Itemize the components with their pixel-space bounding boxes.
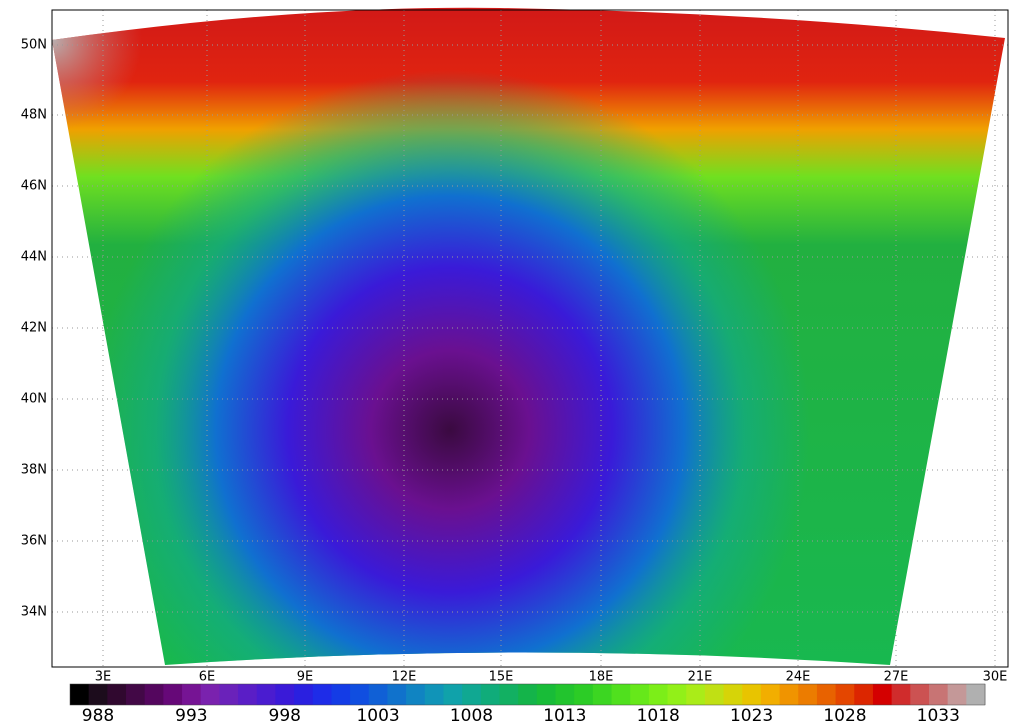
colorbar-swatch	[518, 684, 538, 705]
lon-label: 9E	[297, 670, 314, 685]
lon-label: 24E	[786, 670, 811, 685]
colorbar-swatch	[406, 684, 426, 705]
lat-label: 46N	[21, 179, 47, 194]
colorbar-swatch	[704, 684, 725, 705]
colorbar-swatch	[163, 684, 183, 705]
colorbar-frame	[69, 683, 986, 706]
colorbar-swatch	[686, 684, 706, 705]
colorbar-swatch	[536, 684, 557, 705]
colorbar-swatch	[648, 684, 669, 705]
colorbar-label: 998	[269, 706, 301, 722]
colorbar-label: 1028	[823, 706, 866, 722]
lon-label: 27E	[884, 670, 909, 685]
colorbar-swatch	[947, 684, 967, 705]
lon-label: 6E	[199, 670, 216, 685]
colorbar-swatch	[592, 684, 613, 705]
colorbar-swatch	[350, 684, 370, 705]
colorbar-swatch	[891, 684, 911, 705]
colorbar-swatch	[555, 684, 575, 705]
lon-label: 30E	[983, 670, 1008, 685]
lon-label: 3E	[95, 670, 112, 685]
colorbar-swatch	[462, 684, 482, 705]
lat-label: 40N	[21, 392, 47, 407]
colorbar-swatch	[88, 684, 108, 705]
lat-label: 38N	[21, 463, 47, 478]
lon-label: 18E	[589, 670, 614, 685]
pressure-field	[52, 7, 1005, 665]
colorbar-swatch	[238, 684, 258, 705]
colorbar-swatch	[835, 684, 855, 705]
colorbar-swatch	[331, 684, 351, 705]
colorbar-label: 1023	[730, 706, 773, 722]
colorbar-swatch	[816, 684, 837, 705]
lat-label: 50N	[21, 38, 47, 53]
colorbar: 988 993 998 1003 1008 1013 1018 1023 1028 1033	[69, 683, 986, 722]
colorbar-swatch	[723, 684, 743, 705]
colorbar-swatch	[928, 684, 949, 705]
colorbar-swatch	[368, 684, 388, 705]
colorbar-swatch	[742, 684, 762, 705]
colorbar-swatch	[630, 684, 650, 705]
colorbar-swatch	[126, 684, 146, 705]
colorbar-swatch	[779, 684, 799, 705]
colorbar-label: 1003	[356, 706, 399, 722]
colorbar-swatch	[443, 684, 463, 705]
colorbar-swatch	[667, 684, 687, 705]
colorbar-label: 993	[175, 706, 207, 722]
lon-label: 12E	[392, 670, 417, 685]
colorbar-swatch	[107, 684, 127, 705]
colorbar-swatch	[872, 684, 893, 705]
colorbar-swatch	[611, 684, 631, 705]
colorbar-swatch	[966, 684, 986, 705]
colorbar-swatch	[854, 684, 874, 705]
colorbar-swatch	[200, 684, 220, 705]
lon-label: 21E	[688, 670, 713, 685]
colorbar-swatch	[424, 684, 444, 705]
colorbar-swatch	[144, 684, 164, 705]
colorbar-label: 1018	[637, 706, 680, 722]
colorbar-swatch	[312, 684, 332, 705]
colorbar-swatch	[70, 684, 90, 705]
colorbar-swatch	[182, 684, 202, 705]
lon-label: 15E	[489, 670, 514, 685]
colorbar-label: 1008	[450, 706, 493, 722]
colorbar-swatch	[480, 684, 500, 705]
lat-label: 36N	[21, 534, 47, 549]
lat-label: 48N	[21, 108, 47, 123]
colorbar-label: 1033	[917, 706, 960, 722]
colorbar-swatch	[574, 684, 594, 705]
colorbar-swatch	[256, 684, 276, 705]
colorbar-label: 988	[82, 706, 114, 722]
colorbar-swatch	[760, 684, 781, 705]
colorbar-label: 1013	[543, 706, 586, 722]
colorbar-swatch	[387, 684, 407, 705]
colorbar-swatch	[499, 684, 519, 705]
colorbar-swatch	[219, 684, 239, 705]
lat-label: 44N	[21, 250, 47, 265]
colorbar-swatch	[798, 684, 818, 705]
map-frame	[51, 9, 1009, 668]
colorbar-swatch	[910, 684, 930, 705]
lat-label: 34N	[21, 605, 47, 620]
colorbar-swatch	[275, 684, 295, 705]
colorbar-swatch	[294, 684, 314, 705]
axis-labels: 50N 48N 46N 44N 42N 40N 38N 36N 34N 3E 6E 9E 12E 15E 1…	[21, 38, 1008, 685]
lat-label: 42N	[21, 321, 47, 336]
